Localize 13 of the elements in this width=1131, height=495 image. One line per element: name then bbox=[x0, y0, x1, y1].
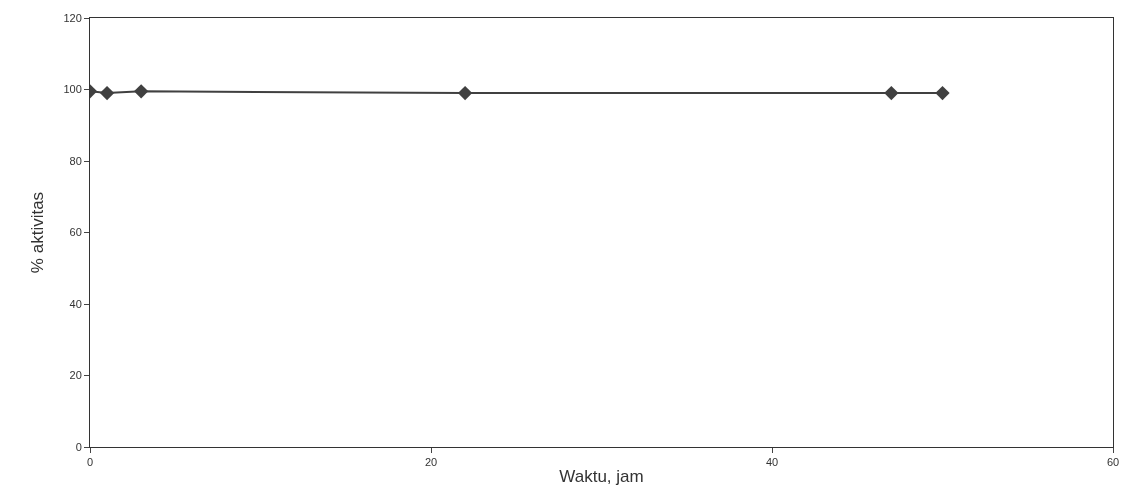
y-tick-label: 20 bbox=[69, 369, 82, 382]
x-tick-label: 0 bbox=[86, 456, 94, 469]
y-axis-title: % aktivitas bbox=[27, 191, 47, 274]
y-tick-label: 60 bbox=[69, 226, 82, 239]
x-tick-label: 60 bbox=[1106, 456, 1120, 469]
x-axis-title: Waktu, jam bbox=[559, 466, 644, 486]
x-tick-label: 20 bbox=[424, 456, 438, 469]
y-tick-label: 40 bbox=[69, 297, 82, 310]
y-tick-label: 120 bbox=[63, 11, 82, 24]
x-tick-label: 40 bbox=[765, 456, 779, 469]
y-tick-label: 0 bbox=[75, 440, 82, 453]
y-tick-label: 100 bbox=[63, 83, 82, 96]
y-tick-label: 80 bbox=[69, 154, 82, 167]
